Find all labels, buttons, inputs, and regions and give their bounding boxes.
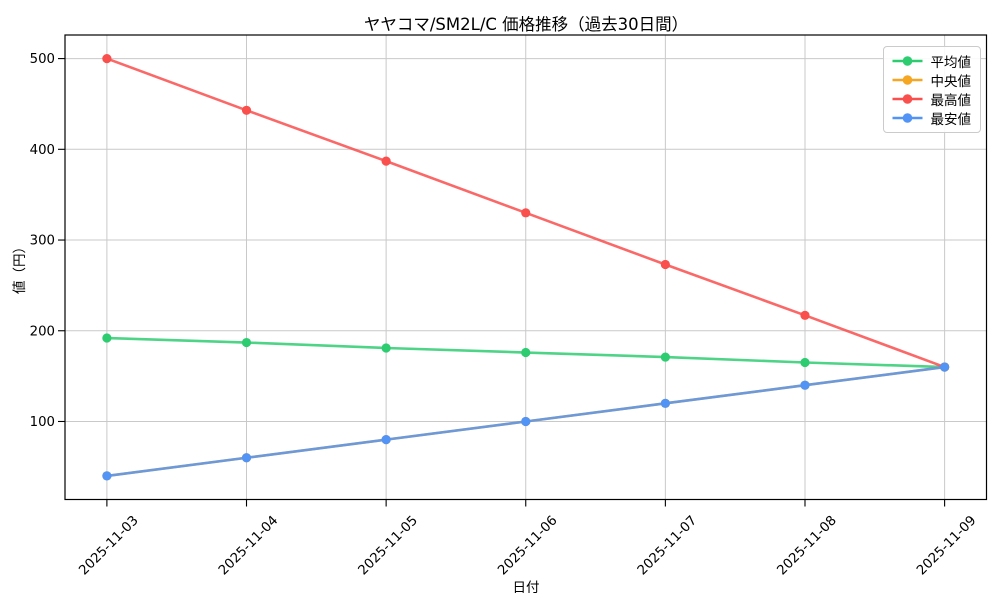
series-marker-mean — [521, 347, 531, 358]
series-marker-mean — [800, 357, 810, 368]
series-marker-max — [102, 53, 112, 64]
x-tick-label: 2025-11-03 — [76, 513, 141, 578]
series-marker-min — [660, 398, 670, 408]
y-tick-label: 500 — [30, 52, 55, 67]
legend-label-median: 中央値 — [930, 74, 972, 90]
legend-min-line-marker-icon — [892, 113, 922, 123]
legend-item-min: 最安値 — [891, 109, 972, 128]
chart-title: ヤヤコマ/SM2L/C 価格推移（過去30日間） — [363, 15, 689, 34]
legend-item-max: 最高値 — [891, 90, 972, 109]
x-tick-label: 2025-11-06 — [495, 513, 560, 578]
legend-label-max: 最高値 — [930, 93, 972, 109]
series-marker-mean — [102, 333, 112, 343]
y-tick-label: 400 — [30, 143, 55, 158]
x-tick-label: 2025-11-09 — [914, 513, 979, 578]
legend-max-line-marker-icon — [892, 94, 922, 104]
legend-label-mean: 平均値 — [930, 55, 972, 71]
legend-mean-line-marker-icon — [892, 56, 922, 66]
series-marker-max — [800, 310, 810, 320]
legend: 平均値中央値最高値最安値 — [882, 46, 981, 133]
series-marker-mean — [241, 337, 252, 348]
y-tick-label: 300 — [30, 234, 55, 249]
y-tick-label: 200 — [30, 324, 55, 339]
legend-label-min: 最安値 — [930, 112, 972, 128]
series-marker-mean — [381, 343, 391, 353]
series-marker-min — [381, 435, 391, 445]
x-tick-label: 2025-11-08 — [775, 513, 840, 578]
series-marker-min — [102, 471, 112, 481]
series-marker-mean — [660, 352, 670, 362]
series-marker-max — [521, 208, 531, 218]
x-tick-label: 2025-11-04 — [216, 513, 281, 578]
series-marker-max — [241, 105, 252, 115]
series-marker-min — [241, 453, 252, 463]
y-tick-label: 100 — [30, 415, 55, 430]
series-marker-max — [660, 259, 670, 270]
legend-item-mean: 平均値 — [891, 52, 972, 71]
series-marker-min — [521, 416, 531, 427]
legend-median-line-marker-icon — [892, 75, 922, 85]
x-tick-label: 2025-11-05 — [356, 513, 421, 578]
series-marker-max — [381, 156, 391, 166]
legend-item-median: 中央値 — [891, 71, 972, 90]
series-marker-min — [800, 380, 810, 390]
x-axis-label: 日付 — [512, 580, 540, 596]
series-marker-min — [940, 362, 950, 372]
x-tick-label: 2025-11-07 — [635, 513, 700, 578]
